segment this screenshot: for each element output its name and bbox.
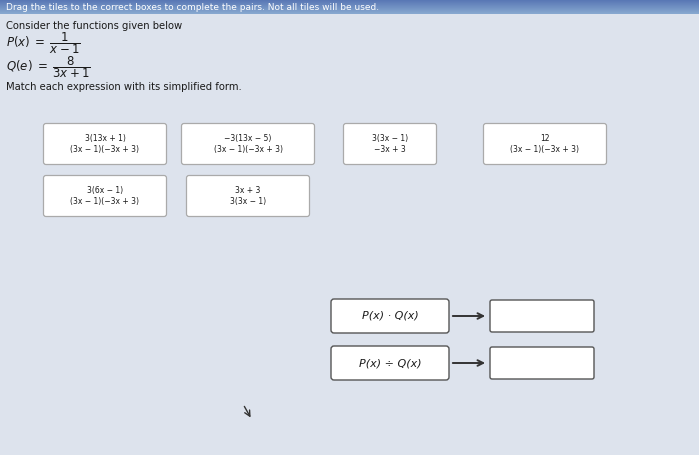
- Text: $Q(e)\;=\;\dfrac{8}{3x+1}$: $Q(e)\;=\;\dfrac{8}{3x+1}$: [6, 54, 91, 80]
- FancyBboxPatch shape: [331, 346, 449, 380]
- Text: P(x) ÷ Q(x): P(x) ÷ Q(x): [359, 358, 421, 368]
- Text: P(x) · Q(x): P(x) · Q(x): [361, 311, 419, 321]
- Bar: [0, 5, 699, 6]
- Text: $P(x)\;=\;\dfrac{1}{x-1}$: $P(x)\;=\;\dfrac{1}{x-1}$: [6, 30, 81, 56]
- Bar: [0, 1, 699, 2]
- Text: Consider the functions given below: Consider the functions given below: [6, 21, 182, 31]
- FancyBboxPatch shape: [331, 299, 449, 333]
- Bar: [0, 12, 699, 13]
- Bar: [0, 11, 699, 12]
- FancyBboxPatch shape: [343, 123, 436, 165]
- FancyBboxPatch shape: [43, 123, 166, 165]
- FancyBboxPatch shape: [43, 176, 166, 217]
- Text: 3(6x − 1)
(3x − 1)(−3x + 3): 3(6x − 1) (3x − 1)(−3x + 3): [71, 186, 140, 207]
- Text: −3(13x − 5)
(3x − 1)(−3x + 3): −3(13x − 5) (3x − 1)(−3x + 3): [213, 134, 282, 154]
- Bar: [0, 13, 699, 14]
- FancyBboxPatch shape: [490, 347, 594, 379]
- Bar: [0, 0, 699, 1]
- Bar: [0, 8, 699, 9]
- Text: Match each expression with its simplified form.: Match each expression with its simplifie…: [6, 82, 242, 92]
- Bar: [0, 6, 699, 7]
- FancyBboxPatch shape: [182, 123, 315, 165]
- FancyBboxPatch shape: [187, 176, 310, 217]
- Bar: [0, 7, 699, 8]
- Text: 3(3x − 1)
−3x + 3: 3(3x − 1) −3x + 3: [372, 134, 408, 154]
- Bar: [0, 10, 699, 11]
- Bar: [0, 2, 699, 3]
- Bar: [0, 9, 699, 10]
- Text: Drag the tiles to the correct boxes to complete the pairs. Not all tiles will be: Drag the tiles to the correct boxes to c…: [6, 2, 379, 11]
- Text: 3x + 3
3(3x − 1): 3x + 3 3(3x − 1): [230, 186, 266, 207]
- Bar: [0, 4, 699, 5]
- FancyBboxPatch shape: [490, 300, 594, 332]
- Bar: [0, 3, 699, 4]
- Text: 3(13x + 1)
(3x − 1)(−3x + 3): 3(13x + 1) (3x − 1)(−3x + 3): [71, 134, 140, 154]
- Text: 12
(3x − 1)(−3x + 3): 12 (3x − 1)(−3x + 3): [510, 134, 579, 154]
- FancyBboxPatch shape: [484, 123, 607, 165]
